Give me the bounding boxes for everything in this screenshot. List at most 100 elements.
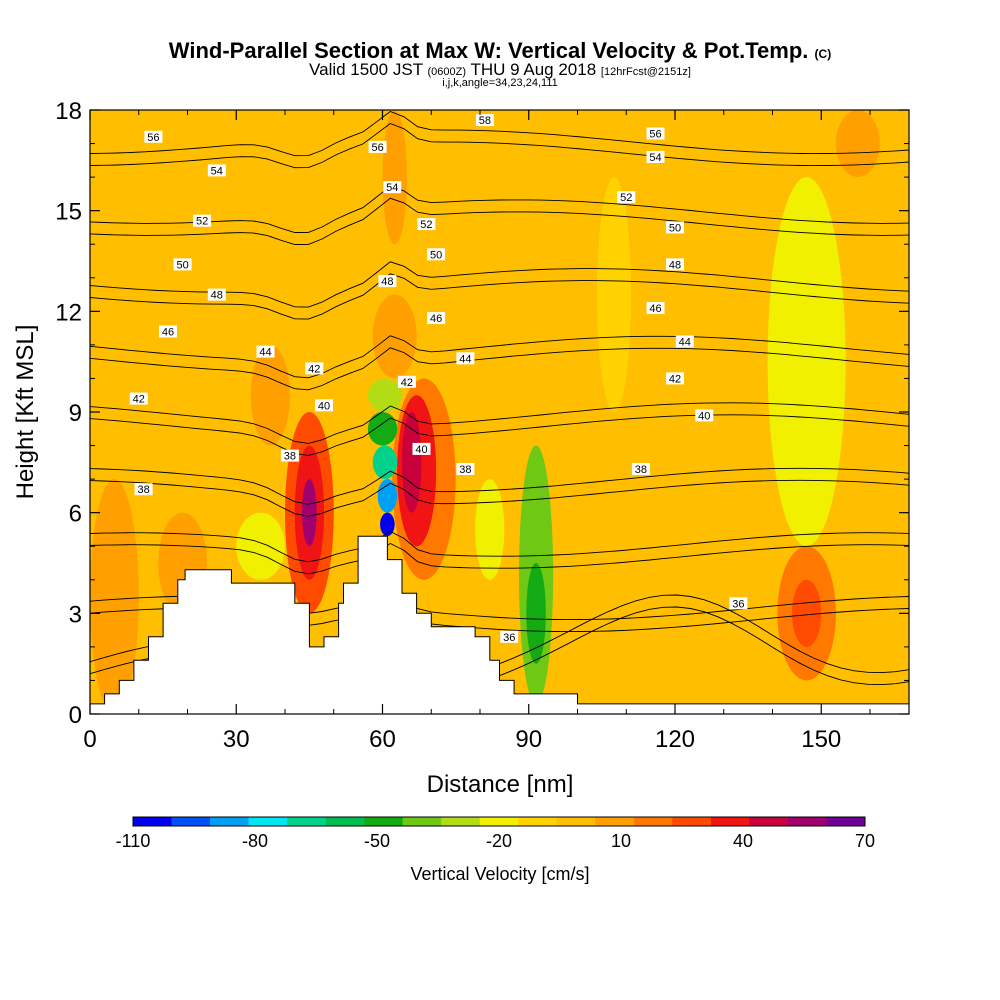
theta-label-text: 46 <box>162 327 174 339</box>
theta-contour <box>90 402 909 444</box>
theta-label-text: 52 <box>196 216 208 228</box>
valid-date: THU 9 Aug 2018 <box>470 60 597 79</box>
theta-label: 48 <box>666 258 684 271</box>
y-tick-label: 18 <box>55 98 82 125</box>
theta-contour <box>90 39 909 82</box>
velocity-cell <box>236 512 285 580</box>
theta-label: 38 <box>631 463 650 476</box>
theta-label-bg <box>378 275 397 288</box>
theta-label-text: 54 <box>386 182 398 194</box>
theta-label-text: 50 <box>430 249 442 261</box>
theta-label: 44 <box>256 345 275 359</box>
theta-label: 36 <box>729 597 748 610</box>
theta-label: 46 <box>159 325 177 339</box>
theta-label-text: 52 <box>620 192 632 204</box>
velocity-core-cell <box>367 412 398 446</box>
theta-label-bg <box>305 362 324 375</box>
theta-label-text: 36 <box>503 632 515 644</box>
theta-label-bg <box>368 140 387 153</box>
theta-label-text: 46 <box>430 313 442 325</box>
theta-label-text: 48 <box>211 290 223 302</box>
colorbar-swatch <box>287 817 326 826</box>
velocity-cell <box>163 277 212 412</box>
theta-label-bg <box>456 463 475 475</box>
velocity-cell <box>835 110 880 178</box>
y-tick-label: 6 <box>69 501 82 528</box>
theta-label-text: 54 <box>211 165 223 177</box>
theta-label-bg <box>256 345 275 358</box>
forecast-info: [12hrFcst@2151z] <box>600 66 691 78</box>
theta-label-bg <box>144 130 163 143</box>
chart-title-text: Wind-Parallel Section at Max W: Vertical… <box>168 38 809 63</box>
theta-label: 40 <box>412 442 431 456</box>
colorbar-swatch <box>171 817 211 826</box>
theta-label-bg <box>173 258 192 271</box>
x-tick-label: 0 <box>83 726 96 753</box>
theta-label: 42 <box>397 375 416 389</box>
theta-label: 38 <box>134 483 153 496</box>
colorbar-swatch <box>210 817 249 826</box>
theta-label: 44 <box>456 352 475 365</box>
chart-subtitle: Valid 1500 JST (0600Z) THU 9 Aug 2018 [1… <box>0 60 1000 80</box>
theta-label-bg <box>427 248 446 261</box>
velocity-core-cell <box>380 512 395 537</box>
theta-label: 38 <box>280 449 299 463</box>
y-tick-label: 0 <box>69 702 82 729</box>
velocity-core-cell <box>377 479 398 513</box>
theta-label-bg <box>412 442 431 455</box>
colorbar: -110 -80 -50 -20 10 40 70 <box>116 816 875 851</box>
theta-label-text: 48 <box>381 276 393 288</box>
theta-label: 42 <box>305 362 324 375</box>
theta-label-bg <box>207 288 226 301</box>
theta-contour <box>90 467 909 505</box>
theta-label-bg <box>280 449 299 462</box>
colorbar-swatch <box>518 817 558 826</box>
theta-contour <box>90 0 909 11</box>
theta-labels: 58 56 56 56 54 54 54 52 52 52 50 50 50 48 48 48 46 46 46 44… <box>129 114 748 644</box>
theta-label-bg <box>456 352 475 365</box>
theta-contour <box>90 185 909 233</box>
theta-label-text: 38 <box>284 451 296 463</box>
colorbar-swatch <box>133 817 172 826</box>
theta-contour <box>90 414 909 456</box>
colorbar-swatch <box>441 817 481 826</box>
theta-label-bg <box>129 392 148 405</box>
theta-contour <box>90 110 909 157</box>
theta-label-bg <box>500 630 519 643</box>
theta-contour <box>90 335 909 379</box>
theta-contour <box>90 197 909 245</box>
theta-label: 50 <box>666 221 684 234</box>
theta-label-text: 46 <box>649 303 661 315</box>
theta-label-bg <box>315 399 333 412</box>
valid-time: Valid 1500 JST <box>309 60 423 79</box>
theta-label-bg <box>666 372 684 385</box>
x-tick-label: 120 <box>655 726 695 753</box>
y-tick-label: 9 <box>69 400 82 427</box>
theta-label-text: 42 <box>669 373 681 385</box>
valid-time-utc: (0600Z) <box>427 66 467 78</box>
colorbar-tick-label: 70 <box>855 831 875 851</box>
theta-label: 46 <box>427 312 446 325</box>
theta-label: 54 <box>383 181 402 194</box>
theta-contour <box>90 347 909 391</box>
theta-label-bg <box>617 191 636 204</box>
theta-label: 42 <box>666 372 684 385</box>
y-tick-label: 15 <box>55 199 82 226</box>
theta-label-text: 48 <box>669 259 681 271</box>
theta-label-text: 44 <box>259 347 271 359</box>
colorbar-swatch <box>633 817 673 826</box>
theta-contour <box>90 542 909 575</box>
theta-label: 50 <box>173 258 192 271</box>
velocity-cell <box>526 563 546 664</box>
theta-label-bg <box>397 375 416 388</box>
theta-label-text: 56 <box>649 129 661 141</box>
theta-label-bg <box>646 302 665 314</box>
theta-label-text: 40 <box>698 410 710 422</box>
theta-label-text: 52 <box>420 219 432 231</box>
theta-label-bg <box>666 221 684 234</box>
theta-label-text: 56 <box>371 142 383 154</box>
theta-label-text: 38 <box>459 464 471 476</box>
theta-label: 48 <box>378 275 397 288</box>
theta-label: 52 <box>617 191 636 204</box>
